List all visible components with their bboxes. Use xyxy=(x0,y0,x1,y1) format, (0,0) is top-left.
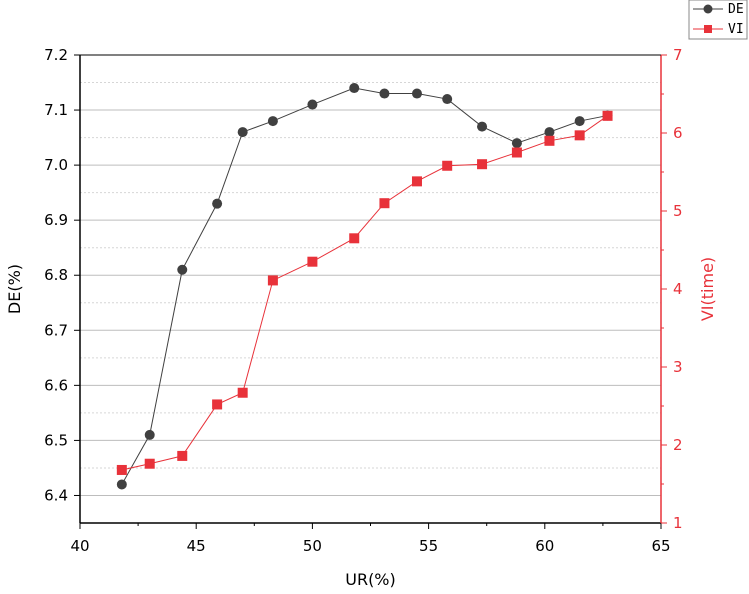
series-de-point xyxy=(116,479,127,490)
series-vi-point xyxy=(237,387,248,398)
series-vi-point xyxy=(212,399,223,410)
axes: 40 45 50 55 60 656.46.56.66.76.86.97.07.17.21… xyxy=(44,46,682,555)
series-vi-point xyxy=(116,464,127,475)
legend-vi-marker xyxy=(704,25,712,33)
legend-box xyxy=(688,0,748,40)
x-axis-title: UR(%) xyxy=(345,570,396,589)
x-tick-label: 65 xyxy=(651,537,670,555)
x-tick-label: 55 xyxy=(419,537,438,555)
series-vi-point xyxy=(511,147,522,158)
series-vi-point xyxy=(574,130,585,141)
series-de-point xyxy=(379,88,390,99)
series-de-point xyxy=(511,138,522,149)
left-y-tick-label: 7.0 xyxy=(44,156,68,174)
series-de-point xyxy=(574,116,585,127)
right-y-tick-label: 2 xyxy=(673,436,683,454)
right-y-axis-title: VI(time) xyxy=(698,257,717,321)
series-de-point xyxy=(267,116,278,127)
left-y-tick-label: 7.1 xyxy=(44,101,68,119)
left-y-tick-label: 6.4 xyxy=(44,486,68,504)
series-de-point xyxy=(411,88,422,99)
series-vi-point xyxy=(544,135,555,146)
series-de-point xyxy=(349,83,360,94)
legend-de-marker xyxy=(703,4,713,14)
series-vi-point xyxy=(267,275,278,286)
right-y-tick-label: 3 xyxy=(673,358,683,376)
series-de-point xyxy=(177,264,188,275)
series-vi-point xyxy=(411,176,422,187)
series-vi-point xyxy=(477,159,488,170)
series-vi-line xyxy=(121,115,608,471)
legend: DE VI xyxy=(688,0,748,40)
left-y-tick-label: 6.8 xyxy=(44,266,68,284)
series-vi-point xyxy=(307,256,318,267)
x-tick-label: 40 xyxy=(70,537,89,555)
series-de-point xyxy=(144,429,155,440)
series-vi-point xyxy=(442,160,453,171)
left-y-tick-label: 6.7 xyxy=(44,321,68,339)
x-tick-label: 60 xyxy=(535,537,554,555)
right-y-tick-label: 1 xyxy=(673,514,683,532)
x-tick-label: 45 xyxy=(187,537,206,555)
series-vi-point xyxy=(177,450,188,461)
series-de-point xyxy=(237,127,248,138)
right-y-tick-label: 4 xyxy=(673,280,683,298)
series-de-point xyxy=(442,94,453,105)
series-vi-point xyxy=(602,110,613,121)
x-tick-label: 50 xyxy=(303,537,322,555)
right-y-tick-label: 7 xyxy=(673,46,683,64)
series-vi-point xyxy=(349,233,360,244)
left-y-tick-label: 7.2 xyxy=(44,46,68,64)
right-y-tick-label: 5 xyxy=(673,202,683,220)
series-de-line xyxy=(121,87,608,485)
series-vi-point xyxy=(144,458,155,469)
series-layer xyxy=(116,83,613,490)
right-y-tick-label: 6 xyxy=(673,124,683,142)
left-y-tick-label: 6.9 xyxy=(44,211,68,229)
series-de-point xyxy=(307,99,318,110)
left-y-tick-label: 6.5 xyxy=(44,431,68,449)
series-de-point xyxy=(477,121,488,132)
series-vi-point xyxy=(379,198,390,209)
grid-lines xyxy=(80,82,661,524)
series-de-point xyxy=(212,198,223,209)
left-y-tick-label: 6.6 xyxy=(44,376,68,394)
axis-labels: UR(%) DE(%) VI(time) xyxy=(5,257,717,589)
legend-vi-label: VI xyxy=(728,22,744,37)
left-y-axis-title: DE(%) xyxy=(5,264,24,314)
legend-de-label: DE xyxy=(728,2,744,17)
series-de-point xyxy=(544,127,555,138)
